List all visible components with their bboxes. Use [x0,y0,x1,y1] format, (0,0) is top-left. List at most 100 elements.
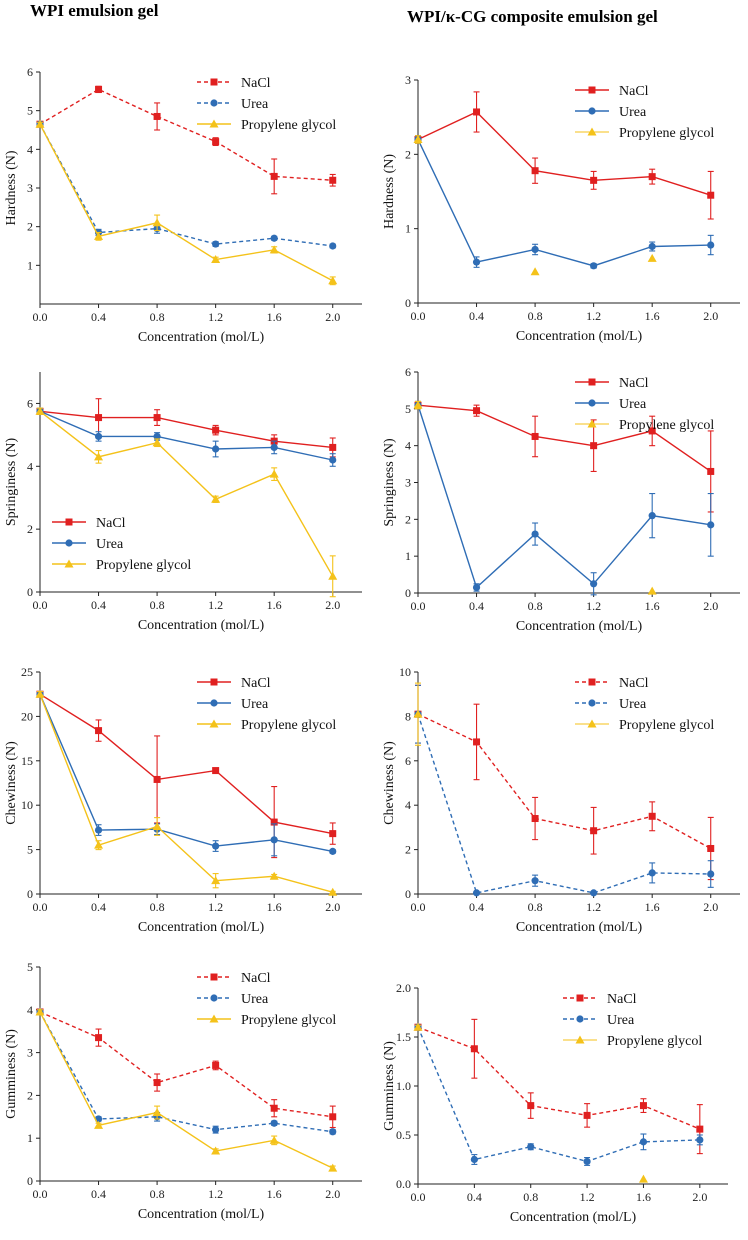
y-tick-label: 15 [21,754,33,768]
data-point [211,876,221,885]
legend: NaCl Urea Propylene glycol [197,676,336,733]
y-tick-label: 1.5 [396,1030,411,1044]
x-tick-label: 1.6 [267,900,282,914]
legend: NaCl Urea Propylene glycol [197,971,336,1028]
data-point [95,85,103,93]
y-axis-label: Gumminess (N) [382,1041,397,1131]
y-tick-label: 0 [405,586,411,600]
data-point [639,1138,648,1146]
legend-label: NaCl [619,376,649,391]
data-point [583,1157,591,1166]
series-nacl [36,690,337,859]
legend-marker [587,127,597,136]
y-axis-label: Chewiness (N) [382,741,397,825]
x-tick-label: 0.8 [150,310,165,324]
legend-marker [587,419,597,428]
series-nacl [36,85,337,195]
data-point [473,738,481,746]
data-point [35,1007,45,1016]
x-tick-label: 0.4 [469,309,484,323]
data-point [648,427,656,435]
data-point [473,108,481,116]
legend-marker [210,678,218,686]
y-tick-label: 6 [27,65,33,79]
series-urea [414,135,715,270]
data-point [94,840,104,849]
legend-label: NaCl [607,992,637,1007]
legend-marker [210,99,218,107]
x-tick-label: 1.2 [208,1187,223,1201]
data-point [94,826,103,834]
x-tick-label: 0.4 [469,900,484,914]
y-tick-label: 6 [405,754,411,768]
legend-label: NaCl [241,971,271,986]
y-tick-label: 4 [27,142,33,156]
data-point [329,1128,337,1136]
y-tick-label: 5 [27,843,33,857]
series-nacl [414,684,715,881]
legend-marker [210,699,218,707]
series-urea [36,120,337,250]
y-tick-label: 2 [405,147,411,161]
data-point [270,443,278,452]
data-point [212,426,220,434]
y-tick-label: 5 [405,402,411,416]
x-tick-label: 0.4 [469,599,484,613]
data-point [413,400,423,409]
x-axis-label: Concentration (mol/L) [516,920,643,935]
legend-label: Urea [619,105,647,120]
y-tick-label: 2 [27,1088,33,1102]
data-point [470,1045,478,1053]
legend-label: Propylene glycol [241,1013,336,1028]
legend: NaCl Urea Propylene glycol [52,516,191,573]
series-propylene-glycol [413,1022,648,1183]
x-tick-label: 1.2 [586,599,601,613]
data-point [648,812,656,820]
data-point [212,1126,220,1134]
data-point [94,1120,104,1129]
x-tick-label: 1.6 [267,598,282,612]
data-point [531,245,539,254]
series-urea [414,684,715,897]
data-point [35,119,45,128]
data-point [269,469,279,478]
data-point [328,571,338,580]
chart-cg-springiness: 0.0 0.4 0.8 1.2 1.6 2.0 0 1 2 3 4 5 6 Concentration (… [382,365,740,634]
data-point [472,889,481,897]
series-line [417,111,711,196]
data-point [647,253,657,262]
data-point [527,1102,535,1110]
x-axis-label: Concentration (mol/L) [516,619,643,634]
legend-label: Propylene glycol [241,118,336,133]
series-line [39,693,333,893]
data-point [328,1163,338,1172]
series-line [417,404,711,589]
data-point [527,1143,535,1151]
data-point [94,231,104,240]
data-point [329,456,337,464]
series-line [39,88,333,181]
legend-label: NaCl [96,516,126,531]
data-point [530,267,540,276]
series-urea [414,400,715,596]
y-tick-label: 10 [21,798,33,812]
data-point [153,112,161,120]
x-tick-label: 0.0 [33,900,48,914]
legend-label: Urea [241,992,269,1007]
x-tick-label: 0.0 [33,310,48,324]
series-line [39,410,334,577]
x-tick-label: 0.4 [467,1190,482,1204]
y-tick-label: 2.0 [396,981,411,995]
series-line [417,713,712,850]
x-axis-label: Concentration (mol/L) [516,329,643,344]
data-point [152,822,162,831]
chart-wpi-gumminess: 0.0 0.4 0.8 1.2 1.6 2.0 0 1 2 3 4 5 Concentration (m… [4,960,362,1222]
right-column-title: WPI/κ-CG composite emulsion gel [407,7,658,26]
x-axis-label: Concentration (mol/L) [510,1210,637,1225]
y-tick-label: 0.0 [396,1177,411,1191]
chart-wpi-springiness: 0.0 0.4 0.8 1.2 1.6 2.0 0 2 4 6 Concentration (mol… [4,372,362,633]
legend-marker [588,699,596,707]
data-point [583,1111,591,1119]
y-tick-label: 2 [405,843,411,857]
